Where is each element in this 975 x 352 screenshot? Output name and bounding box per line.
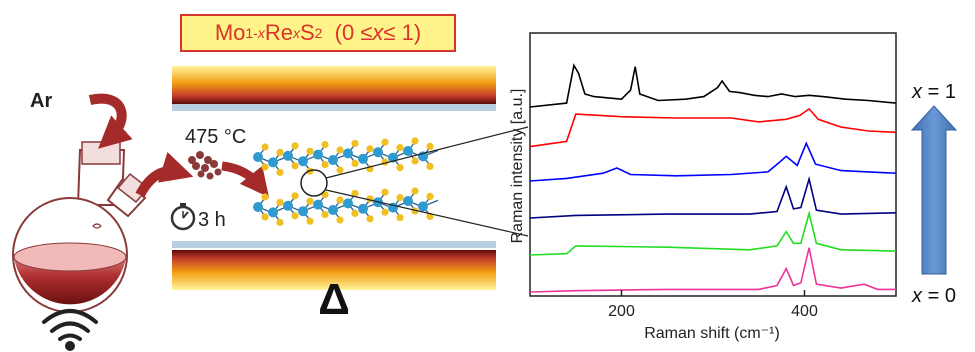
heater-bottom [172, 250, 496, 290]
x-axis-label: Raman shift (cm⁻¹) [644, 325, 780, 342]
formula-s: S [299, 20, 315, 45]
flask-icon [12, 141, 150, 313]
raman-series-5 [529, 247, 896, 293]
transfer-arrow [135, 152, 194, 198]
gas-inlet-arrow [88, 93, 133, 149]
series-layer [529, 63, 897, 293]
formula-mo-sub: 1- [245, 25, 258, 41]
formula-re-sub: x [292, 25, 300, 41]
heat-symbol: Δ [318, 275, 350, 324]
x-tick-label-1: 400 [791, 303, 818, 320]
series-label-top: x = 1 [911, 81, 956, 103]
reaction-arrow [221, 161, 269, 198]
chart-frame [529, 32, 897, 297]
tick-layer: 200 400 [608, 290, 818, 320]
raman-series-0 [529, 63, 897, 108]
formula-mo: Mo [214, 20, 246, 45]
raman-series-2 [529, 141, 897, 182]
composition-arrow [910, 105, 958, 275]
formula-range-open: (0 ≤ [334, 20, 373, 45]
zoom-line-bottom [325, 189, 529, 237]
formula-range-var: x [372, 20, 384, 45]
zoom-line-top [325, 126, 529, 179]
y-axis-label: Raman intensity [a.u.] [509, 89, 526, 244]
raman-series-1 [529, 107, 897, 148]
formula-s-sub: 2 [314, 25, 323, 41]
stopwatch-icon [170, 203, 196, 231]
formula-range-close: ≤ 1) [383, 20, 422, 45]
x-tick-label-0: 200 [608, 303, 635, 320]
raman-series-4 [529, 210, 897, 256]
series-label-bottom: x = 0 [911, 285, 956, 307]
crystal-structure [253, 137, 439, 226]
gas-label: Ar [30, 90, 52, 112]
compound-formula-box: Mo 1-x Re x S 2 (0 ≤ x ≤ 1) [180, 14, 456, 52]
temperature-label: 475 °C [185, 126, 246, 148]
raman-chart: 200 400 Raman shift (cm⁻¹) Raman intensit… [509, 32, 897, 342]
time-label: 3 h [198, 209, 226, 231]
wifi-icon [42, 309, 98, 351]
raman-series-3 [529, 175, 897, 219]
heater-top [172, 66, 496, 104]
formula-mo-sub-var: x [257, 25, 265, 41]
formula-re: Re [264, 20, 293, 45]
substrate-bottom [172, 241, 496, 248]
zoom-circle [300, 169, 328, 197]
substrate-top [172, 104, 496, 111]
precursor-particles [188, 151, 222, 180]
